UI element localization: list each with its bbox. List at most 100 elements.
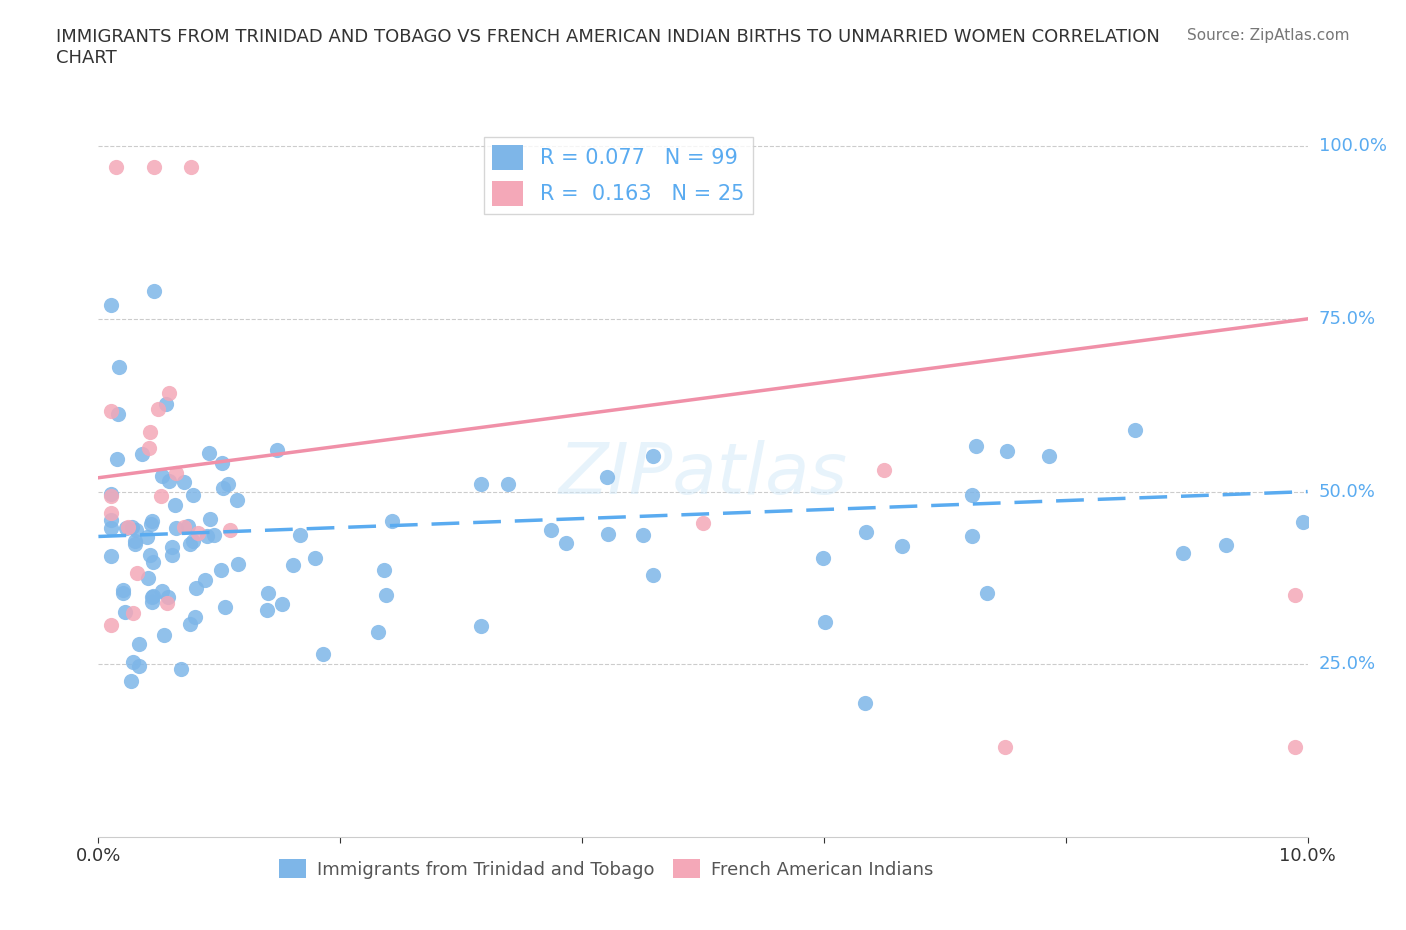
Text: 75.0%: 75.0% (1319, 310, 1376, 328)
Point (141, 590, 163, 604)
Point (143, 284, 166, 299)
Text: Source: ZipAtlas.com: Source: ZipAtlas.com (1187, 28, 1350, 43)
Point (225, 493, 247, 508)
Point (100, 549, 122, 564)
Point (855, 525, 877, 539)
Point (266, 443, 288, 458)
Point (100, 404, 122, 418)
Point (181, 533, 204, 548)
Point (122, 655, 145, 670)
Point (157, 473, 180, 488)
Point (135, 529, 157, 544)
Point (128, 658, 150, 673)
Point (1291, 514, 1313, 529)
Point (173, 474, 195, 489)
Point (498, 476, 520, 491)
Legend: Immigrants from Trinidad and Tobago, French American Indians: Immigrants from Trinidad and Tobago, Fre… (273, 852, 941, 886)
Point (976, 585, 998, 600)
Point (470, 477, 492, 492)
Point (124, 534, 146, 549)
Point (100, 520, 122, 535)
Point (198, 445, 221, 460)
Point (994, 739, 1017, 754)
Point (153, 628, 176, 643)
Point (165, 465, 187, 480)
Point (373, 563, 395, 578)
Point (112, 583, 135, 598)
Text: ZIPatlas: ZIPatlas (558, 440, 848, 509)
Point (179, 537, 201, 551)
Point (367, 625, 389, 640)
Point (814, 615, 837, 630)
Point (114, 604, 136, 619)
Point (1171, 545, 1194, 560)
Point (1284, 739, 1306, 754)
Point (1123, 423, 1146, 438)
Point (1215, 538, 1237, 552)
Point (173, 520, 195, 535)
Point (995, 444, 1018, 458)
Point (121, 519, 143, 534)
Point (212, 481, 235, 496)
Text: 25.0%: 25.0% (1319, 656, 1376, 673)
Point (139, 424, 162, 439)
Point (470, 618, 492, 633)
Point (555, 536, 578, 551)
Point (141, 513, 163, 528)
Point (100, 512, 122, 527)
Point (122, 605, 145, 620)
Point (169, 662, 191, 677)
Point (112, 585, 135, 600)
Point (131, 446, 153, 461)
Point (128, 636, 150, 651)
Point (195, 529, 218, 544)
Point (214, 599, 236, 614)
Point (115, 521, 138, 536)
Point (180, 159, 202, 174)
Point (270, 596, 292, 611)
Point (187, 525, 209, 540)
Point (184, 609, 207, 624)
Point (288, 528, 311, 543)
Point (165, 520, 187, 535)
Point (107, 406, 129, 421)
Point (100, 298, 122, 312)
Point (194, 573, 217, 588)
Point (595, 470, 617, 485)
Point (139, 516, 162, 531)
Point (965, 438, 987, 453)
Point (184, 580, 207, 595)
Point (150, 469, 173, 484)
Point (641, 567, 664, 582)
Point (540, 523, 562, 538)
Point (643, 448, 665, 463)
Point (198, 512, 221, 526)
Point (217, 476, 239, 491)
Point (138, 441, 160, 456)
Point (155, 397, 177, 412)
Point (226, 556, 249, 571)
Point (692, 515, 714, 530)
Point (631, 527, 654, 542)
Point (598, 526, 620, 541)
Point (160, 548, 183, 563)
Point (125, 523, 148, 538)
Point (141, 595, 163, 610)
Point (256, 585, 278, 600)
Point (890, 538, 912, 553)
Point (209, 563, 232, 578)
Point (125, 565, 148, 580)
Point (142, 554, 165, 569)
Text: IMMIGRANTS FROM TRINIDAD AND TOBAGO VS FRENCH AMERICAN INDIAN BIRTHS TO UNMARRIE: IMMIGRANTS FROM TRINIDAD AND TOBAGO VS F… (56, 28, 1160, 67)
Point (120, 673, 142, 688)
Point (100, 618, 122, 632)
Point (156, 590, 179, 604)
Point (117, 520, 139, 535)
Point (1038, 449, 1060, 464)
Point (139, 548, 162, 563)
Point (962, 528, 984, 543)
Point (873, 463, 896, 478)
Point (811, 551, 834, 565)
Point (156, 596, 179, 611)
Point (124, 537, 146, 551)
